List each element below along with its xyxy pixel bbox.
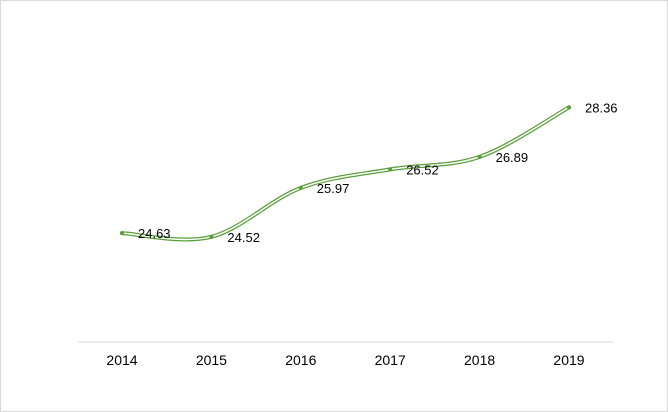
series-line-inner xyxy=(121,106,570,241)
data-label: 24.52 xyxy=(227,230,260,245)
x-tick-label: 2019 xyxy=(553,352,584,368)
data-label: 24.63 xyxy=(138,226,171,241)
series-line-outer xyxy=(120,105,571,242)
data-label: 26.89 xyxy=(496,150,529,165)
data-point xyxy=(477,154,482,159)
data-point xyxy=(120,231,124,236)
data-label: 25.97 xyxy=(317,181,350,196)
x-tick-label: 2017 xyxy=(375,352,406,368)
data-point xyxy=(209,234,214,239)
x-tick-label: 2018 xyxy=(464,352,495,368)
x-tick-label: 2016 xyxy=(285,352,316,368)
x-tick-label: 2014 xyxy=(106,352,137,368)
data-point xyxy=(388,167,393,172)
data-label: 28.36 xyxy=(585,100,618,115)
data-label: 26.52 xyxy=(406,162,439,177)
x-tick-label: 2015 xyxy=(196,352,227,368)
data-point xyxy=(567,105,571,110)
data-point xyxy=(298,185,303,190)
